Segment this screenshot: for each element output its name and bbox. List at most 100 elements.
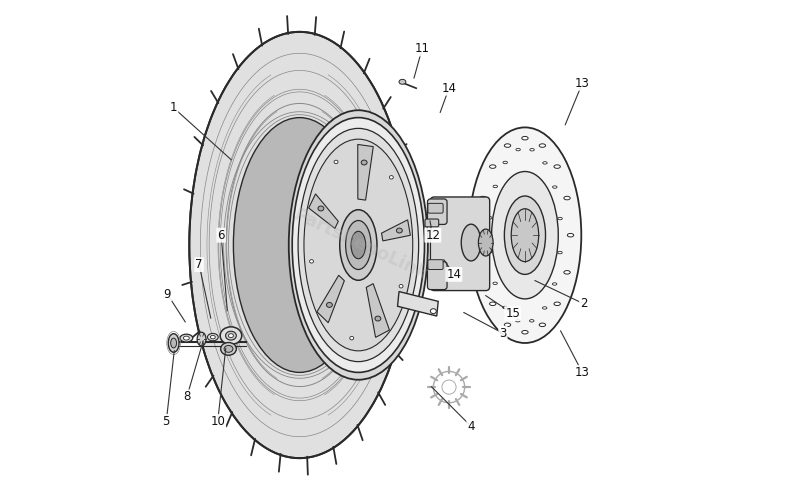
Ellipse shape xyxy=(190,32,410,458)
Text: 8: 8 xyxy=(183,391,190,403)
Text: 4: 4 xyxy=(467,420,474,433)
Text: 1: 1 xyxy=(170,101,178,114)
Ellipse shape xyxy=(326,302,332,307)
FancyBboxPatch shape xyxy=(425,219,438,227)
Ellipse shape xyxy=(516,319,520,322)
Text: 3: 3 xyxy=(499,327,506,340)
Ellipse shape xyxy=(488,217,492,219)
Ellipse shape xyxy=(564,270,570,274)
Ellipse shape xyxy=(298,128,418,362)
Text: 14: 14 xyxy=(442,82,457,95)
Ellipse shape xyxy=(469,127,582,343)
Ellipse shape xyxy=(488,250,492,253)
Ellipse shape xyxy=(554,302,560,306)
Polygon shape xyxy=(366,284,390,338)
Ellipse shape xyxy=(558,218,562,220)
Ellipse shape xyxy=(207,333,218,341)
FancyBboxPatch shape xyxy=(428,203,443,213)
Ellipse shape xyxy=(490,302,496,306)
Ellipse shape xyxy=(490,165,496,169)
Text: 9: 9 xyxy=(163,288,171,300)
Ellipse shape xyxy=(310,260,314,263)
FancyBboxPatch shape xyxy=(427,262,447,290)
Ellipse shape xyxy=(430,309,436,314)
Text: 2: 2 xyxy=(580,297,587,310)
Ellipse shape xyxy=(504,196,546,274)
Text: 5: 5 xyxy=(162,415,170,428)
Text: 7: 7 xyxy=(195,258,203,271)
Ellipse shape xyxy=(504,323,510,327)
Polygon shape xyxy=(398,292,438,316)
Ellipse shape xyxy=(530,148,534,151)
Ellipse shape xyxy=(180,334,193,342)
Ellipse shape xyxy=(554,165,560,169)
Ellipse shape xyxy=(289,110,428,380)
Ellipse shape xyxy=(542,162,547,164)
Ellipse shape xyxy=(539,323,546,327)
Ellipse shape xyxy=(542,307,547,309)
Ellipse shape xyxy=(480,270,486,274)
Ellipse shape xyxy=(318,206,324,211)
Ellipse shape xyxy=(492,172,558,299)
FancyBboxPatch shape xyxy=(430,197,490,291)
Ellipse shape xyxy=(226,331,236,340)
Ellipse shape xyxy=(530,319,534,322)
Ellipse shape xyxy=(399,79,406,84)
Text: 14: 14 xyxy=(446,268,462,281)
Polygon shape xyxy=(382,220,410,241)
Ellipse shape xyxy=(567,233,574,237)
Ellipse shape xyxy=(362,160,367,165)
Ellipse shape xyxy=(183,336,190,340)
Ellipse shape xyxy=(221,343,236,355)
Ellipse shape xyxy=(399,285,403,288)
Ellipse shape xyxy=(493,282,498,285)
Ellipse shape xyxy=(516,148,520,151)
Ellipse shape xyxy=(493,185,498,188)
Ellipse shape xyxy=(346,220,371,270)
Ellipse shape xyxy=(210,335,215,339)
Ellipse shape xyxy=(462,224,481,261)
Ellipse shape xyxy=(168,334,179,352)
Ellipse shape xyxy=(292,118,425,372)
Ellipse shape xyxy=(522,330,528,334)
FancyBboxPatch shape xyxy=(427,199,447,224)
Text: 11: 11 xyxy=(414,43,430,55)
Ellipse shape xyxy=(350,337,354,340)
Ellipse shape xyxy=(375,316,381,321)
Ellipse shape xyxy=(511,209,538,262)
Ellipse shape xyxy=(229,334,234,338)
Text: 12: 12 xyxy=(426,229,440,242)
Ellipse shape xyxy=(564,196,570,200)
Ellipse shape xyxy=(340,210,377,280)
Text: 13: 13 xyxy=(575,366,590,379)
Ellipse shape xyxy=(558,251,562,254)
Ellipse shape xyxy=(351,231,366,259)
Text: 13: 13 xyxy=(575,77,590,90)
Ellipse shape xyxy=(476,233,482,237)
Ellipse shape xyxy=(390,175,394,179)
FancyBboxPatch shape xyxy=(428,260,443,270)
Ellipse shape xyxy=(304,139,413,351)
Text: PartsRepoLink: PartsRepoLink xyxy=(290,206,431,284)
Ellipse shape xyxy=(220,327,242,344)
Ellipse shape xyxy=(539,144,546,147)
Ellipse shape xyxy=(503,161,507,164)
Text: 15: 15 xyxy=(506,307,520,320)
Ellipse shape xyxy=(334,160,338,164)
Ellipse shape xyxy=(197,332,206,346)
Ellipse shape xyxy=(522,136,528,140)
Text: 10: 10 xyxy=(210,415,225,428)
Ellipse shape xyxy=(170,338,177,348)
Ellipse shape xyxy=(234,118,366,372)
Polygon shape xyxy=(309,194,338,228)
Polygon shape xyxy=(358,145,374,200)
Ellipse shape xyxy=(504,144,510,147)
Ellipse shape xyxy=(224,345,233,352)
Ellipse shape xyxy=(553,186,557,188)
Ellipse shape xyxy=(480,196,486,200)
Ellipse shape xyxy=(397,228,402,233)
Ellipse shape xyxy=(552,283,557,285)
Ellipse shape xyxy=(478,229,493,256)
Ellipse shape xyxy=(502,306,507,309)
Text: 6: 6 xyxy=(218,229,225,242)
